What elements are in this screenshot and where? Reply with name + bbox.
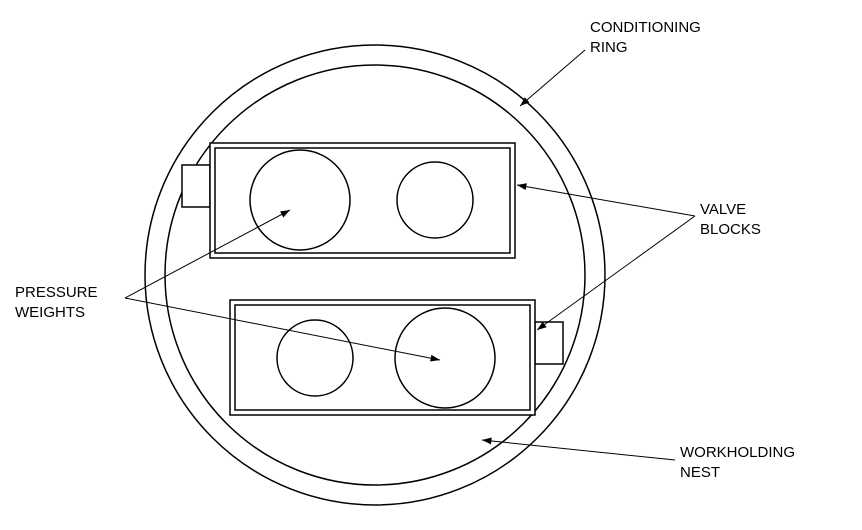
leader-workholding	[482, 440, 675, 460]
leader-valve-a-arrowhead	[517, 183, 527, 190]
engineering-diagram: CONDITIONING RING VALVE BLOCKS PRESSURE …	[0, 0, 862, 530]
leader-workholding-arrowhead	[482, 438, 492, 445]
leader-valve-b	[537, 216, 695, 330]
label-pressure-weights: PRESSURE WEIGHTS	[15, 283, 98, 322]
label-workholding-nest: WORKHOLDING NEST	[680, 443, 795, 482]
outer-ring	[145, 45, 605, 505]
label-valve-blocks: VALVE BLOCKS	[700, 200, 761, 239]
label-conditioning-ring: CONDITIONING RING	[590, 18, 701, 57]
inner-ring	[165, 65, 585, 485]
block-top-inner	[215, 148, 510, 253]
leader-conditioning-ring	[520, 50, 585, 106]
leader-valve-a	[517, 185, 695, 216]
block-top-tab	[182, 165, 210, 207]
block-bottom-inner	[235, 305, 530, 410]
